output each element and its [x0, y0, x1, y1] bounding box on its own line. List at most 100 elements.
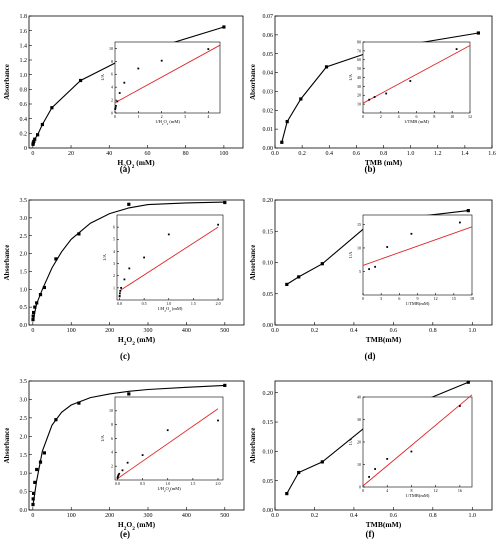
panel-4-xlabel: TMB(mM) [366, 335, 402, 344]
panel-1-xlabel: H2O2 (mM) [117, 158, 155, 170]
panel-6-ytick-label: 0.20 [263, 391, 274, 397]
panel-1-inset-data-point [137, 67, 140, 70]
panel-6-xtick-label: 0.8 [429, 513, 437, 519]
panel-6-inset-ytick-label: 10 [357, 462, 361, 467]
panel-5-data-point [127, 392, 131, 396]
panel-3-inset-xtick-label: 0.5 [142, 301, 147, 306]
panel-3-ytick-label: 3.5 [20, 198, 28, 204]
panel-2-ytick-label: 0.01 [263, 127, 274, 133]
panel-3-inset-data-point [123, 278, 126, 281]
panel-4-data-point [297, 275, 301, 279]
panel-4-data-point [320, 262, 324, 266]
panel-1-xtick-label: 60 [144, 151, 150, 157]
panel-5-ytick-label: 0.5 [20, 490, 28, 496]
panel-2-inset-ytick-label: 70 [357, 48, 361, 53]
panel-4-ytick-label: 0.00 [263, 323, 274, 329]
panel-1-ytick-label: 0.4 [20, 117, 28, 123]
panel-2-inset-frame [362, 41, 471, 114]
panel-1-inset-ytick-label: 8 [111, 59, 113, 64]
panel-4-inset-xtick-label: 0 [362, 296, 364, 301]
panel-3-label: (c) [120, 351, 130, 361]
panel-1-ytick-label: 1.4 [20, 43, 28, 49]
panel-5-xtick-label: 0 [31, 513, 34, 519]
panel-3-inset-ylabel: 1/A [102, 253, 107, 261]
panel-5-inset-ytick-label: 6 [111, 436, 113, 441]
panel-5-xtick-label: 500 [220, 513, 229, 519]
panel-6-inset-ytick-label: 40 [357, 394, 361, 399]
panel-1-inset-data-point [115, 105, 117, 107]
panel-6-data-point [320, 460, 324, 464]
panel-2-inset-xtick-label: 6 [416, 114, 418, 119]
panel-5-inset-ytick-label: 4 [111, 450, 113, 455]
panel-6-xtick-label: 0.4 [350, 513, 358, 519]
panel-5-inset-data-point [126, 461, 129, 464]
panel-6-inset-xlabel: 1/TMB(mM) [406, 493, 430, 498]
panel-3-inset-ytick-label: 2 [113, 273, 115, 278]
panel-1-inset-data-point [114, 106, 117, 109]
panel-5-data-point [32, 491, 36, 495]
panel-3-inset-xtick-label: 1.0 [166, 301, 171, 306]
panel-2-label: (b) [365, 164, 376, 174]
panel-3-inset-frame [116, 214, 224, 301]
chart-panel-6: 0.0 0.2 0.4 0.6 0.8 1.0 0.00 0.05 0.10 0.15 0.20 TM… [249, 380, 493, 539]
panel-3-data-point [33, 305, 37, 309]
panel-2-xtick-label: 0.2 [298, 151, 306, 157]
panel-5-xtick-label: 300 [144, 513, 153, 519]
panel-3-xtick-label: 300 [144, 328, 153, 334]
panel-3-data-point [31, 318, 35, 322]
panel-5-xlabel: H2O2 (mM) [118, 520, 156, 532]
panel-6-inset-ytick-label: 30 [357, 417, 361, 422]
panel-6-xlabel: TMB(mM) [366, 520, 402, 529]
panel-1-inset-ytick-label: 4 [111, 85, 113, 90]
panel-2-inset: 0 2 4 6 8 10 12 10 20 30 40 50 60 70 80 1/TMB (mM) 1/A [348, 39, 472, 124]
panel-2-data-point [280, 140, 284, 144]
panel-4-inset-xtick-label: 12 [434, 296, 438, 301]
panel-1-data-point [40, 122, 44, 127]
panel-5-ytick-label: 3.5 [20, 379, 28, 385]
panel-4-inset-xtick-label: 9 [417, 296, 419, 301]
panel-5-inset-ylabel: 1/A [100, 434, 105, 442]
panel-6-ytick-label: 0.00 [263, 508, 274, 514]
panel-3-ytick-label: 1.5 [20, 270, 28, 276]
panel-1-inset-frame [114, 41, 221, 114]
panel-2-ytick-label: 0.00 [263, 146, 274, 152]
panel-4-inset-data-point [374, 265, 376, 268]
panel-2-xtick-label: 1.0 [407, 151, 415, 157]
panel-3-inset-data-point [118, 294, 121, 297]
panel-2-xlabel: TMB (mM) [365, 158, 403, 167]
panel-6-ytick-label: 0.15 [263, 420, 274, 426]
panel-5-inset-fit-line [117, 408, 219, 479]
panel-5-ytick-label: 1.5 [20, 453, 28, 459]
panel-4-ytick-label: 0.20 [263, 198, 274, 204]
panel-1-inset-ytick-label: 6 [111, 72, 113, 77]
panel-5-fit-line [32, 384, 225, 507]
panel-6-inset-xtick-label: 12 [434, 488, 438, 493]
panel-1-inset-xtick-label: 2 [161, 114, 163, 119]
panel-3-xlabel: H2O2 (mM) [118, 335, 156, 347]
panel-3-xtick-label: 0 [31, 328, 34, 334]
panel-3-xtick-label: 200 [105, 328, 114, 334]
panel-2-xtick-label: 0.8 [380, 151, 388, 157]
panel-4-xtick-label: 0.6 [390, 328, 398, 334]
panel-4-inset-ytick-label: 15 [357, 222, 361, 227]
panel-5-data-point [77, 401, 81, 405]
panel-6-xtick-label: 1.0 [469, 513, 477, 519]
panel-2-data-point [476, 31, 480, 35]
panel-5-inset-xlabel: 1/H2O2(mM) [157, 486, 181, 493]
panel-2-inset-xtick-label: 12 [468, 114, 472, 119]
panel-1-xtick-label: 80 [183, 151, 189, 157]
panel-4-xtick-label: 1.0 [469, 328, 477, 334]
panel-2-xtick-label: 0.4 [326, 151, 334, 157]
panel-1-inset-xtick-label: 0 [114, 114, 116, 119]
panel-2-xtick-label: 1.2 [434, 151, 442, 157]
panel-2-inset-ytick-label: 20 [357, 93, 361, 98]
panel-6-inset-data-point [386, 458, 389, 460]
panel-3-ylabel: Absorbance [3, 245, 11, 281]
panel-1-inset-data-point [160, 59, 163, 62]
panel-4-xtick-label: 0.8 [429, 328, 437, 334]
panel-5-inset-xtick-label: 1.0 [165, 481, 170, 486]
panel-3-ytick-label: 2.0 [20, 252, 28, 258]
panel-3-inset-xtick-label: 1.5 [191, 301, 196, 306]
panel-5-xtick-label: 400 [182, 513, 191, 519]
